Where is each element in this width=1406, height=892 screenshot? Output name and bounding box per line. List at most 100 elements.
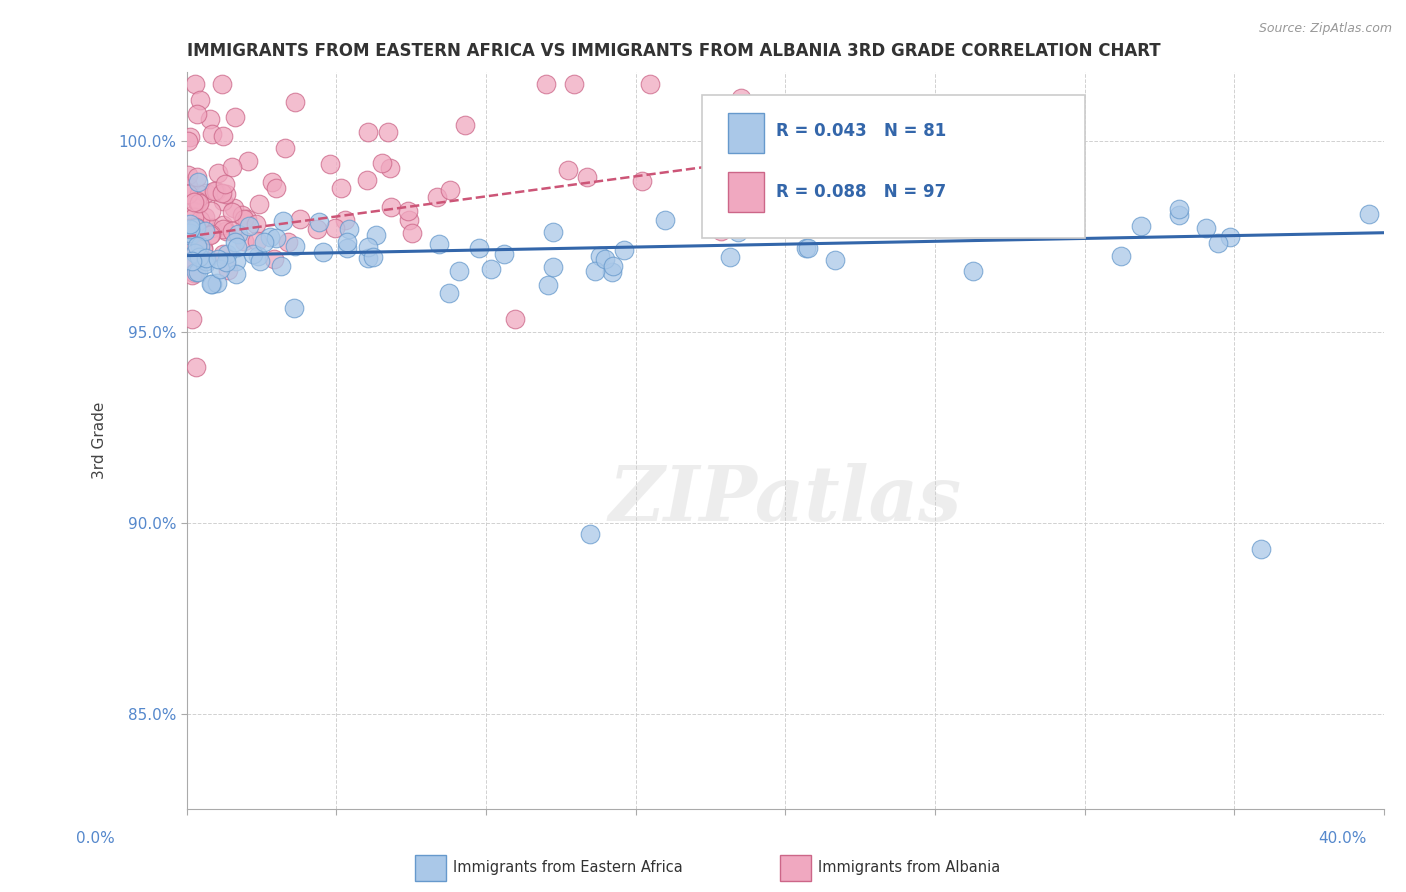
Point (1109, 249, 1132, 263)
Point (183, 195, 205, 210)
Point (194, 257, 217, 271)
Point (1167, 202, 1189, 216)
Point (427, 236, 450, 251)
Point (284, 239, 307, 253)
Point (494, 247, 516, 261)
Point (187, 251, 209, 265)
Point (236, 153, 259, 168)
Point (323, 221, 346, 235)
Point (264, 181, 287, 195)
Point (277, 235, 299, 249)
Point (181, 268, 204, 283)
Point (238, 219, 260, 233)
Point (184, 360, 207, 375)
Point (710, 224, 733, 238)
Point (454, 118, 477, 132)
Point (797, 241, 820, 255)
Text: IMMIGRANTS FROM EASTERN AFRICA VS IMMIGRANTS FROM ALBANIA 3RD GRADE CORRELATION : IMMIGRANTS FROM EASTERN AFRICA VS IMMIGR… (187, 42, 1160, 60)
Point (195, 254, 218, 268)
Point (361, 250, 384, 264)
Point (215, 224, 238, 238)
Point (179, 228, 201, 243)
Point (246, 234, 269, 248)
Point (201, 128, 224, 142)
Point (181, 253, 204, 268)
Point (195, 186, 218, 200)
Point (245, 218, 267, 232)
Text: Immigrants from Eastern Africa: Immigrants from Eastern Africa (453, 861, 682, 875)
Point (337, 221, 360, 235)
Point (536, 77, 558, 91)
Point (179, 129, 201, 144)
Point (179, 217, 201, 231)
Point (191, 241, 214, 255)
Point (264, 231, 287, 245)
Point (202, 184, 225, 198)
Point (221, 224, 243, 238)
Point (233, 234, 256, 248)
Point (426, 190, 449, 204)
Point (541, 260, 564, 274)
Point (186, 220, 208, 235)
Point (305, 222, 328, 236)
Point (215, 247, 238, 261)
Point (177, 186, 200, 201)
Point (186, 194, 208, 209)
Point (271, 214, 294, 228)
Point (187, 175, 209, 189)
Point (221, 161, 243, 175)
Point (263, 252, 285, 266)
Point (184, 221, 207, 235)
Point (212, 218, 235, 232)
Point (503, 312, 526, 326)
Point (1168, 208, 1191, 222)
Point (214, 177, 236, 191)
Point (205, 184, 228, 198)
FancyBboxPatch shape (728, 172, 763, 212)
Point (194, 224, 217, 238)
Point (962, 263, 984, 277)
Text: Source: ZipAtlas.com: Source: ZipAtlas.com (1258, 22, 1392, 36)
Point (200, 221, 222, 235)
Point (183, 256, 205, 270)
Point (183, 266, 205, 280)
Point (188, 186, 211, 201)
Point (330, 181, 353, 195)
Point (583, 263, 606, 277)
Point (177, 220, 200, 235)
Point (184, 77, 207, 91)
Point (562, 77, 585, 91)
Point (468, 242, 491, 256)
Point (437, 286, 460, 301)
Point (215, 254, 238, 268)
Point (177, 168, 200, 182)
Point (259, 229, 281, 244)
Point (224, 201, 246, 215)
Point (187, 195, 209, 210)
Point (211, 129, 233, 144)
Point (270, 259, 292, 273)
Point (187, 265, 209, 279)
Point (284, 95, 307, 110)
Point (589, 249, 612, 263)
Point (200, 204, 222, 219)
Point (541, 225, 564, 239)
Point (201, 277, 224, 292)
Point (224, 235, 246, 249)
Point (1358, 207, 1381, 221)
Point (195, 252, 218, 266)
Point (537, 278, 560, 293)
Point (613, 243, 636, 257)
Point (336, 241, 359, 255)
Point (1206, 235, 1229, 250)
Point (188, 93, 211, 107)
Point (225, 268, 247, 282)
Point (357, 125, 380, 139)
Point (211, 186, 233, 200)
Point (181, 311, 204, 326)
Point (630, 174, 652, 188)
Point (730, 91, 752, 105)
Point (364, 227, 387, 242)
Point (1219, 230, 1241, 244)
Text: 0.0%: 0.0% (76, 831, 115, 846)
